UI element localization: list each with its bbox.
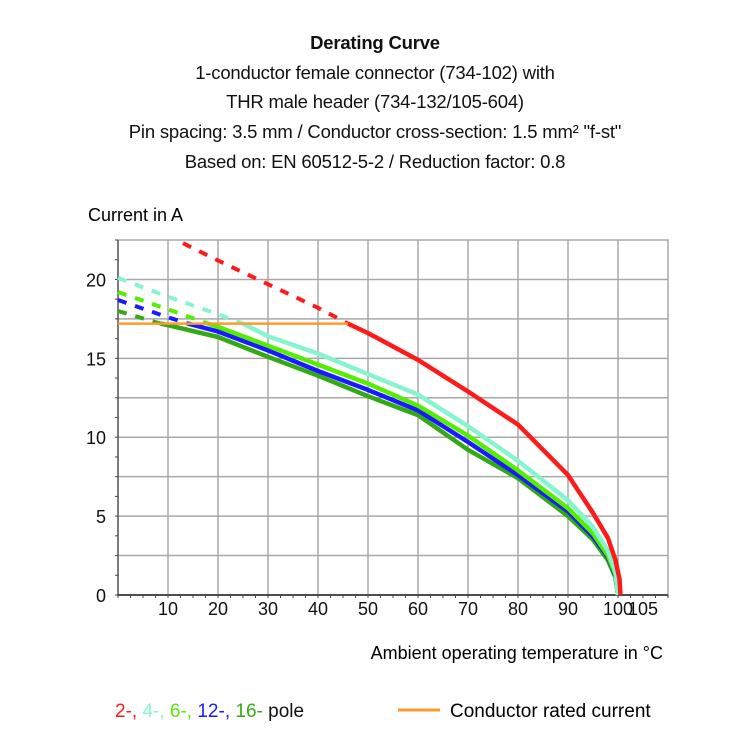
chart-subtitle-2: THR male header (734-132/105-604)	[226, 91, 524, 113]
x-tick-label: 40	[308, 599, 328, 619]
legend-rated-current-label: Conductor rated current	[450, 701, 651, 722]
chart-subtitle-1: 1-conductor female connector (734-102) w…	[195, 61, 555, 83]
x-tick-label: 70	[458, 599, 478, 619]
legend-poles: 2-, 4-, 6-, 12-, 16- pole	[115, 701, 304, 722]
series-lines	[117, 241, 623, 596]
series-6-pole-line	[207, 321, 621, 596]
x-tick-label: 50	[358, 599, 378, 619]
y-tick-label: 0	[96, 586, 106, 606]
x-tick-label: 90	[558, 599, 578, 619]
legend-item-6-pole: 6-,	[170, 701, 197, 722]
x-axis-label: Ambient operating temperature in °C	[371, 643, 663, 663]
x-tick-label: 100	[603, 599, 633, 619]
chart-titles: Derating Curve 1-conductor female connec…	[0, 28, 750, 177]
y-axis-label: Current in A	[88, 205, 183, 225]
legend: 2-, 4-, 6-, 12-, 16- pole Conductor rate…	[115, 701, 651, 722]
legend-item-12-pole: 12-,	[197, 701, 235, 722]
chart-title: Derating Curve	[310, 32, 440, 53]
x-tick-label: 30	[258, 599, 278, 619]
x-tick-label: 80	[508, 599, 528, 619]
legend-item-16-pole: 16-	[235, 701, 268, 722]
x-tick-label: 60	[408, 599, 428, 619]
legend-item-2-pole: 2-,	[115, 701, 142, 722]
legend-pole-suffix: pole	[268, 701, 304, 722]
series-16-pole-dashed	[117, 309, 162, 326]
grid	[117, 239, 669, 596]
series-4-pole-line	[241, 321, 621, 596]
chart-subtitle-3: Pin spacing: 3.5 mm / Conductor cross-se…	[128, 121, 622, 143]
x-tick-label: 10	[158, 599, 178, 619]
y-tick-label: 20	[86, 270, 106, 290]
legend-item-4-pole: 4-,	[142, 701, 169, 722]
series-2-pole-dashed	[182, 241, 349, 326]
series-2-pole-line	[347, 321, 623, 596]
x-tick-label: 105	[628, 599, 658, 619]
chart-subtitle-4: Based on: EN 60512-5-2 / Reduction facto…	[184, 150, 566, 172]
y-tick-label: 5	[96, 507, 106, 527]
y-tick-label: 10	[86, 428, 106, 448]
plot-border	[117, 239, 669, 596]
x-tick-label: 20	[208, 599, 228, 619]
series-4-pole-dashed	[117, 276, 244, 326]
y-tick-label: 15	[86, 349, 106, 369]
